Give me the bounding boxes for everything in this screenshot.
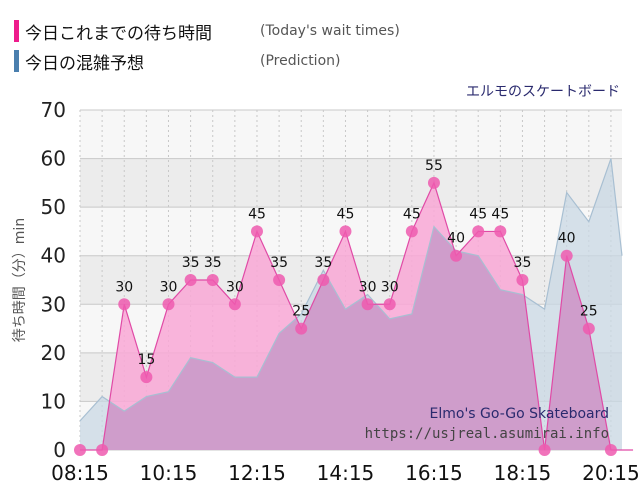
- data-label: 35: [514, 255, 532, 271]
- data-point-actual: [140, 371, 153, 384]
- data-label: 45: [337, 206, 355, 222]
- legend-sublabel-prediction: (Prediction): [260, 53, 341, 69]
- data-point-actual: [472, 225, 485, 238]
- data-point-actual: [339, 225, 352, 238]
- data-label: 30: [160, 279, 178, 295]
- data-label: 45: [403, 206, 421, 222]
- data-point-actual: [383, 298, 396, 311]
- y-tick-label: 60: [41, 147, 66, 171]
- x-tick-label: 08:15: [51, 461, 109, 485]
- data-point-actual: [405, 225, 418, 238]
- data-point-actual: [118, 298, 131, 311]
- data-point-actual: [494, 225, 507, 238]
- data-label: 40: [447, 231, 465, 247]
- data-point-actual: [206, 274, 219, 286]
- y-tick-label: 40: [41, 244, 66, 268]
- chart-title: エルモのスケートボード: [466, 84, 620, 100]
- y-tick-label: 30: [41, 292, 66, 316]
- data-point-actual: [162, 298, 175, 311]
- data-label: 45: [469, 206, 487, 222]
- watermark-url: https://usjreal.asumirai.info: [365, 426, 609, 442]
- y-tick-label: 20: [41, 341, 66, 365]
- data-label: 30: [115, 279, 133, 295]
- prediction-line: [79, 158, 623, 422]
- data-point-actual: [516, 274, 529, 286]
- data-point-actual: [450, 249, 463, 262]
- legend-item-prediction: 今日の混雑予想 (Prediction): [14, 50, 341, 74]
- x-tick-label: 20:15: [582, 461, 640, 485]
- plot-band: [80, 110, 622, 159]
- watermark-title: Elmo's Go-Go Skateboard: [430, 406, 610, 422]
- data-point-actual: [560, 249, 573, 262]
- x-tick-label: 12:15: [228, 461, 286, 485]
- x-tick-label: 10:15: [140, 461, 198, 485]
- data-label: 40: [558, 231, 576, 247]
- legend-swatch-prediction: [14, 50, 19, 72]
- data-label: 35: [182, 255, 200, 271]
- data-label: 55: [425, 158, 443, 174]
- data-label: 30: [226, 279, 244, 295]
- data-label: 45: [491, 206, 509, 222]
- legend-swatch-actual: [14, 20, 19, 42]
- y-axis-label: 待ち時間（分）min: [12, 218, 28, 342]
- y-tick-label: 50: [41, 195, 66, 219]
- data-label: 30: [359, 279, 377, 295]
- data-point-actual: [74, 444, 86, 456]
- data-point-actual: [582, 322, 595, 335]
- x-tick-label: 18:15: [494, 461, 552, 485]
- data-point-actual: [295, 322, 308, 335]
- legend-item-actual: 今日これまでの待ち時間 (Today's wait times): [14, 20, 400, 44]
- data-point-actual: [96, 444, 109, 456]
- data-point-actual: [604, 444, 617, 456]
- y-tick-label: 0: [53, 438, 66, 462]
- legend-label-actual: 今日これまでの待ち時間: [25, 23, 212, 44]
- data-point-actual: [427, 176, 440, 189]
- data-point-actual: [250, 225, 263, 238]
- x-tick-label: 16:15: [405, 461, 463, 485]
- data-point-actual: [228, 298, 241, 311]
- data-label: 35: [270, 255, 288, 271]
- data-point-actual: [361, 298, 374, 311]
- data-label: 35: [314, 255, 332, 271]
- data-label: 30: [381, 279, 399, 295]
- data-point-actual: [184, 274, 197, 286]
- legend-label-prediction: 今日の混雑予想: [25, 53, 144, 74]
- x-tick-label: 14:15: [317, 461, 375, 485]
- y-tick-label: 70: [41, 98, 66, 122]
- data-label: 25: [292, 304, 310, 320]
- overlap-area: [80, 182, 622, 450]
- plot-band: [80, 158, 622, 208]
- legend-sublabel-actual: (Today's wait times): [260, 23, 400, 39]
- data-label: 45: [248, 206, 266, 222]
- y-tick-label: 10: [41, 389, 66, 413]
- data-label: 25: [580, 304, 598, 320]
- data-point-actual: [317, 274, 330, 286]
- data-point-actual: [538, 444, 551, 456]
- data-label: 35: [204, 255, 222, 271]
- data-label: 15: [137, 352, 155, 368]
- data-point-actual: [273, 274, 286, 286]
